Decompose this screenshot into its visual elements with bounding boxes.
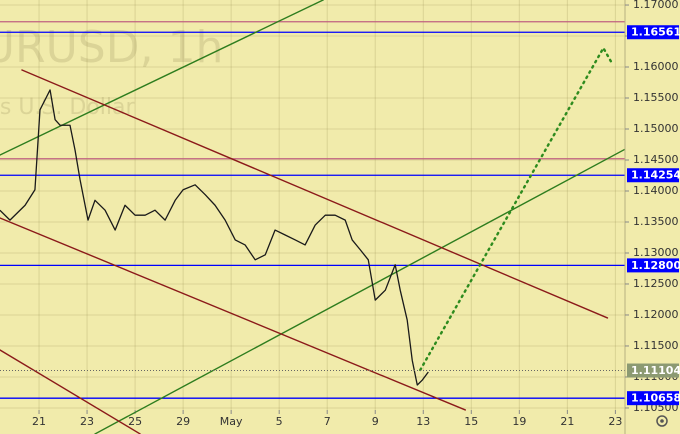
trend-line (0, 349, 141, 434)
y-tick-label: 1.15000 (633, 122, 679, 135)
trend-line (0, 217, 466, 411)
trend-line (0, 0, 324, 156)
x-tick-label: May (220, 415, 243, 428)
y-tick-label: 1.11500 (633, 339, 679, 352)
level-label: 1.16561 (631, 26, 680, 39)
x-tick-label: 15 (464, 415, 478, 428)
y-tick-label: 1.16000 (633, 60, 679, 73)
x-tick-label: 9 (372, 415, 379, 428)
trend-line (94, 148, 625, 434)
y-tick-label: 1.12500 (633, 277, 679, 290)
watermark-subtitle: Euro vs U.S. Dollar (0, 95, 135, 120)
y-tick-label: 1.15500 (633, 91, 679, 104)
y-tick-label: 1.14000 (633, 184, 679, 197)
level-label-box (627, 168, 679, 183)
x-tick-label: 21 (32, 415, 46, 428)
y-tick-label: 1.13000 (633, 246, 679, 259)
forecast-line (419, 45, 615, 372)
x-tick-label: 7 (324, 415, 331, 428)
y-tick-label: 1.17000 (633, 0, 679, 11)
level-label: 1.12800 (631, 259, 680, 272)
x-tick-label: 13 (416, 415, 430, 428)
x-tick-label: 23 (80, 415, 94, 428)
level-label: 1.10658 (631, 392, 680, 405)
y-tick-label: 1.14500 (633, 153, 679, 166)
level-label-box (627, 391, 679, 406)
x-tick-label: 21 (560, 415, 574, 428)
plot-area: 21 23 25 29 May 5 7 9 13 15 19 21 23 (0, 0, 625, 434)
price-line (0, 89, 429, 386)
x-tick-label: 23 (608, 415, 622, 428)
trend-line (21, 69, 609, 319)
level-label-box (627, 258, 679, 273)
watermark: EURUSD, 1h Euro vs U.S. Dollar (0, 22, 223, 120)
y-tick-label: 1.12000 (633, 308, 679, 321)
x-tick-label: 29 (176, 415, 190, 428)
level-label: 1.14254 (631, 169, 680, 182)
x-tick-label: 25 (128, 415, 142, 428)
last-price-label: 1.11104 (631, 364, 680, 377)
watermark-title: EURUSD, 1h (0, 22, 223, 73)
last-price-box (627, 363, 679, 378)
x-tick-label: 19 (512, 415, 526, 428)
level-label-box (627, 25, 679, 40)
x-tick-label: 5 (276, 415, 283, 428)
y-tick-label: 1.13500 (633, 215, 679, 228)
settings-icon[interactable] (656, 415, 668, 427)
